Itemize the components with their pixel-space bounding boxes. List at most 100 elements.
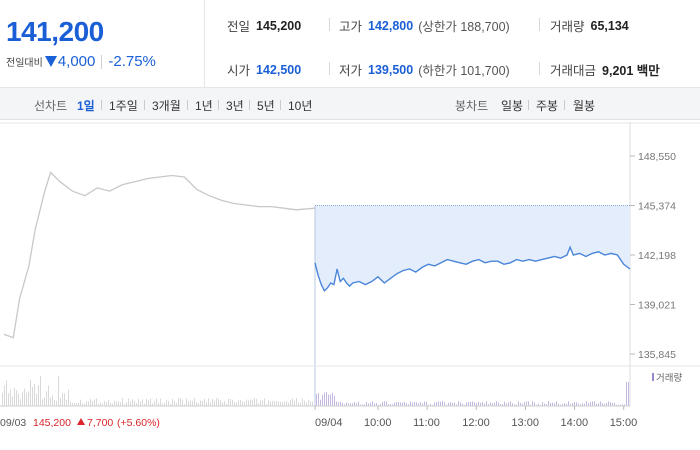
volume-bar: [378, 404, 379, 406]
volume-bar: [160, 398, 161, 406]
volume-bars: 거래량: [0, 365, 700, 406]
volume-bar: [562, 404, 563, 406]
stat-label: 거래량: [550, 20, 585, 34]
volume-bar: [316, 394, 317, 406]
volume-bar: [270, 401, 271, 406]
volume-bar: [380, 403, 381, 406]
candle-daily[interactable]: 일봉: [501, 99, 524, 113]
volume-bar: [470, 401, 471, 406]
volume-bar: [50, 397, 51, 406]
volume-bar: [324, 392, 325, 406]
volume-bar: [320, 399, 321, 406]
volume-bar: [560, 404, 561, 406]
candle-weekly[interactable]: 주봉: [536, 99, 559, 113]
volume-bar: [184, 403, 185, 406]
price-lines: [3, 171, 631, 339]
prev-day-line: [3, 171, 316, 339]
volume-bar: [28, 391, 29, 406]
volume-bar: [614, 402, 615, 406]
volume-bar: [80, 399, 81, 406]
x-tick-label: 14:00: [561, 417, 589, 429]
volume-bar: [142, 399, 143, 406]
chart-toolbar: 선차트 1일 1주일 3개월 1년 3년 5년 10년 봉차트 일봉 주봉 월봉: [0, 88, 700, 120]
today-price-line: [314, 245, 631, 292]
volume-bar: [78, 402, 79, 406]
volume-bar: [98, 403, 99, 406]
volume-bar: [598, 403, 599, 406]
volume-bar: [216, 398, 217, 406]
volume-bar: [30, 379, 31, 406]
volume-bar: [186, 398, 187, 406]
volume-bar: [554, 403, 555, 406]
line-chart-label: 선차트: [34, 99, 68, 113]
volume-bar: [506, 403, 507, 406]
y-tick-label: 142,198: [638, 250, 676, 262]
y-axis: 148,550 145,374 142,198 139,021 135,845: [630, 151, 676, 361]
volume-bar: [84, 403, 85, 406]
volume-bar: [570, 403, 571, 406]
volume-bar: [402, 402, 403, 406]
volume-bar: [572, 402, 573, 406]
volume-bar: [580, 404, 581, 406]
volume-bar: [332, 392, 333, 406]
volume-bar: [534, 402, 535, 406]
volume-bar: [486, 401, 487, 406]
volume-bar: [278, 401, 279, 406]
volume-bar: [154, 400, 155, 406]
period-1y[interactable]: 1년: [195, 99, 213, 113]
volume-bar: [306, 402, 307, 406]
period-3m[interactable]: 3개월: [152, 99, 181, 113]
prev-close-fill: [314, 204, 630, 406]
volume-bar: [92, 400, 93, 406]
volume-bar: [518, 401, 519, 406]
stat-label: 저가: [339, 64, 363, 78]
volume-bar: [276, 401, 277, 406]
y-tick-label: 148,550: [638, 151, 676, 163]
volume-bar: [274, 400, 275, 406]
volume-legend-label: 거래량: [656, 372, 682, 384]
volume-bar: [434, 402, 435, 406]
volume-bar: [446, 404, 447, 406]
volume-bar: [576, 402, 577, 406]
volume-bar: [8, 393, 9, 406]
volume-bar: [334, 395, 335, 406]
volume-bar: [42, 398, 43, 406]
period-1w[interactable]: 1주일: [109, 99, 138, 113]
volume-bar: [442, 401, 443, 406]
volume-bar: [162, 403, 163, 406]
volume-bar: [366, 401, 367, 406]
volume-bar: [484, 403, 485, 406]
volume-bar: [288, 402, 289, 406]
period-3y[interactable]: 3년: [226, 99, 244, 113]
volume-bar: [372, 401, 373, 406]
volume-bar: [108, 399, 109, 406]
volume-bar: [628, 382, 629, 406]
volume-bar: [272, 400, 273, 406]
volume-bar: [132, 399, 133, 406]
stat-amount: 거래대금 9,201 백만: [550, 60, 660, 79]
stat-value: 142,800: [368, 18, 414, 33]
period-1d[interactable]: 1일: [77, 99, 95, 113]
volume-bar: [210, 402, 211, 406]
volume-bar: [240, 399, 241, 406]
volume-bar: [16, 390, 17, 406]
period-5y[interactable]: 5년: [257, 99, 275, 113]
volume-bar: [12, 396, 13, 406]
volume-bar: [72, 402, 73, 406]
change-divider: [101, 54, 103, 69]
volume-bar: [412, 402, 413, 406]
volume-bar: [168, 400, 169, 406]
volume-bar: [174, 401, 175, 406]
volume-bar: [222, 402, 223, 406]
volume-bar: [362, 404, 363, 406]
volume-bar: [26, 392, 27, 406]
volume-bar: [464, 404, 465, 406]
volume-bar: [492, 403, 493, 406]
volume-bar: [490, 402, 491, 406]
volume-bar: [566, 403, 567, 406]
volume-bar: [432, 404, 433, 406]
stat-value: 142,500: [256, 62, 302, 77]
period-10y[interactable]: 10년: [288, 99, 313, 113]
candle-monthly[interactable]: 월봉: [573, 99, 596, 113]
volume-bar: [200, 400, 201, 406]
